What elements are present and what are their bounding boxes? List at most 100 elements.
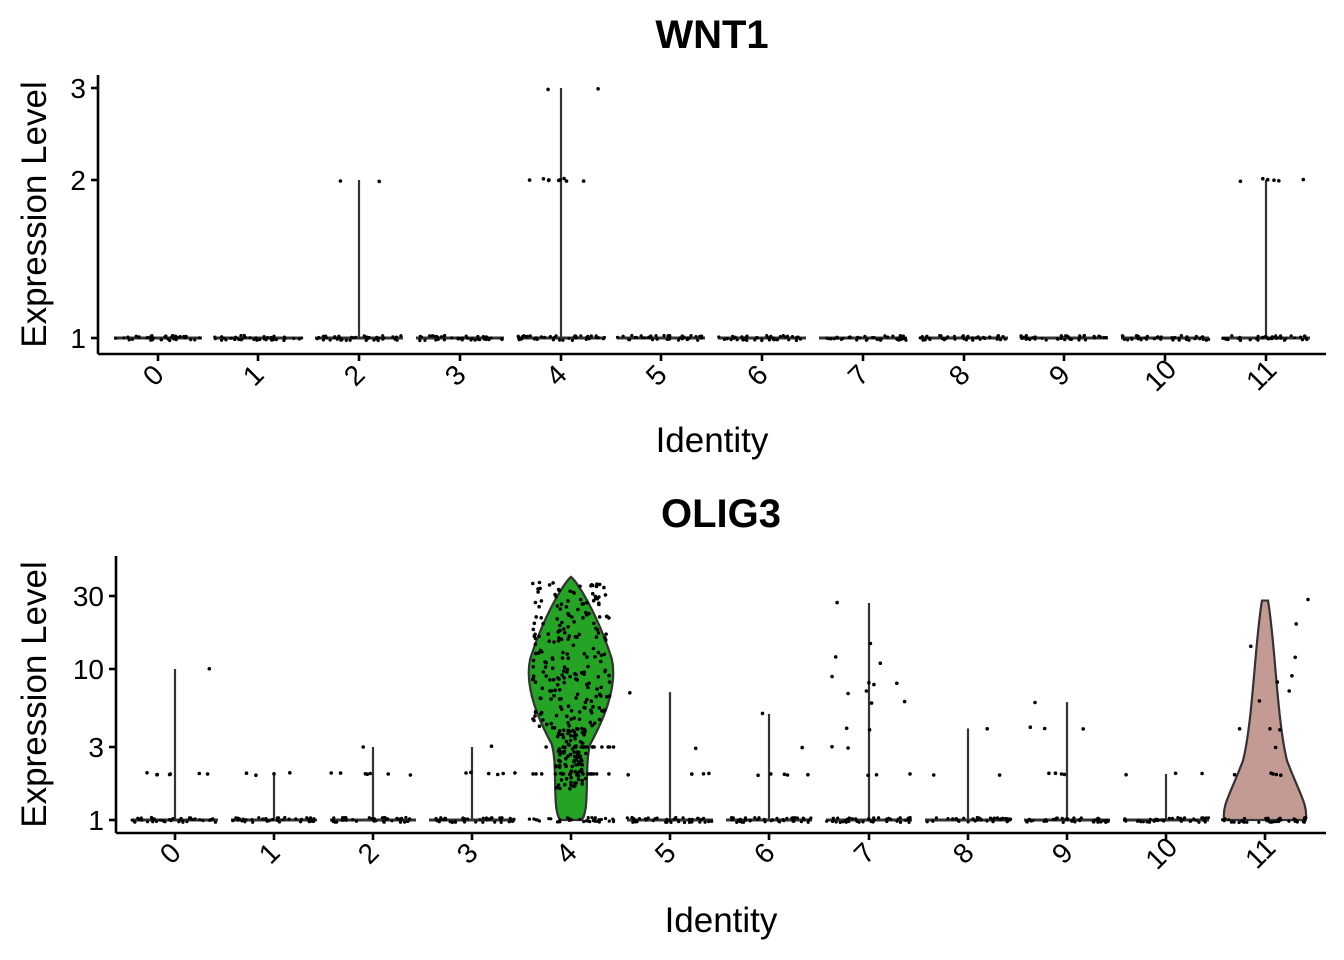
jitter-point [571, 643, 576, 648]
x-tick-label: 1 [253, 837, 286, 870]
jitter-point [533, 632, 537, 637]
jitter-point [938, 334, 942, 338]
jitter-point [997, 773, 1002, 777]
jitter-point [775, 816, 779, 820]
jitter-point [231, 819, 235, 823]
jitter-point [532, 621, 537, 626]
jitter-point [557, 819, 561, 823]
x-tick-label: 8 [947, 837, 980, 870]
jitter-point [207, 667, 212, 671]
jitter-point [895, 337, 899, 341]
jitter-point [577, 632, 582, 637]
jitter-point [270, 338, 274, 342]
jitter-point [1294, 622, 1298, 626]
jitter-point [1184, 337, 1188, 341]
jitter-point [562, 665, 567, 669]
jitter-point [338, 179, 343, 183]
jitter-point [861, 820, 865, 824]
jitter-point [442, 338, 446, 342]
jitter-point [1269, 771, 1273, 775]
jitter-point [145, 820, 150, 824]
y-tick-label: 1 [70, 323, 86, 354]
jitter-point [145, 771, 149, 775]
jitter-point [977, 816, 981, 820]
jitter-point [164, 334, 168, 338]
jitter-point [951, 817, 955, 821]
jitter-point [198, 336, 202, 340]
jitter-point [996, 334, 1000, 338]
jitter-point [850, 817, 854, 821]
jitter-point [537, 634, 541, 639]
x-axis-label: Identity [656, 421, 769, 460]
jitter-point [365, 772, 370, 776]
jitter-point [1230, 334, 1234, 338]
jitter-point [841, 336, 845, 340]
jitter-point [1266, 337, 1270, 341]
y-tick-label: 2 [70, 165, 86, 196]
jitter-point [1139, 338, 1143, 342]
jitter-point [866, 773, 870, 778]
jitter-point [596, 650, 601, 655]
jitter-point [1238, 335, 1242, 339]
jitter-point [587, 337, 591, 341]
jitter-point [331, 818, 335, 822]
jitter-point [962, 337, 966, 341]
jitter-point [1078, 335, 1082, 339]
jitter-point [546, 87, 550, 92]
jitter-point [254, 336, 258, 340]
jitter-point [756, 773, 760, 778]
jitter-point [927, 336, 931, 340]
jitter-point [478, 818, 482, 822]
jitter-point [580, 741, 585, 746]
jitter-point [466, 817, 470, 821]
jitter-point [275, 816, 279, 820]
jitter-point [615, 335, 620, 339]
jitter-point [517, 338, 521, 342]
jitter-point [576, 607, 580, 612]
jitter-point [244, 771, 249, 775]
jitter-point [867, 680, 871, 685]
jitter-point [582, 651, 587, 656]
jitter-point [584, 337, 588, 341]
jitter-point [582, 732, 586, 737]
jitter-point [154, 819, 159, 824]
jitter-point [560, 656, 565, 660]
jitter-point [537, 724, 542, 728]
jitter-point [576, 777, 581, 782]
jitter-point [282, 335, 286, 339]
jitter-point [579, 767, 584, 772]
jitter-point [531, 674, 536, 678]
jitter-point [361, 745, 366, 749]
jitter-point [847, 819, 851, 824]
jitter-point [563, 782, 567, 787]
jitter-point [262, 335, 266, 339]
jitter-point [585, 745, 590, 749]
jitter-point [868, 641, 873, 646]
jitter-point [1171, 338, 1175, 342]
jitter-point [462, 820, 467, 824]
jitter-point [1173, 771, 1178, 776]
jitter-point [1225, 337, 1229, 341]
jitter-point [237, 337, 241, 342]
jitter-point [549, 721, 554, 726]
jitter-point [321, 338, 325, 342]
jitter-point [549, 817, 553, 821]
jitter-point [604, 632, 608, 636]
x-axis-label: Identity [665, 901, 778, 940]
jitter-point [920, 335, 924, 339]
jitter-point [561, 735, 566, 740]
jitter-point [681, 816, 685, 820]
jitter-point [1028, 337, 1032, 342]
jitter-point [572, 759, 576, 764]
jitter-point [547, 178, 551, 182]
x-tick-label: 1 [237, 359, 270, 392]
jitter-point [574, 781, 578, 785]
jitter-point [250, 818, 254, 822]
jitter-point [1198, 337, 1202, 341]
jitter-point [531, 627, 536, 632]
jitter-point [631, 816, 636, 821]
jitter-point [875, 337, 879, 341]
jitter-point [1293, 819, 1297, 823]
jitter-point [557, 588, 562, 593]
jitter-point [127, 338, 131, 342]
